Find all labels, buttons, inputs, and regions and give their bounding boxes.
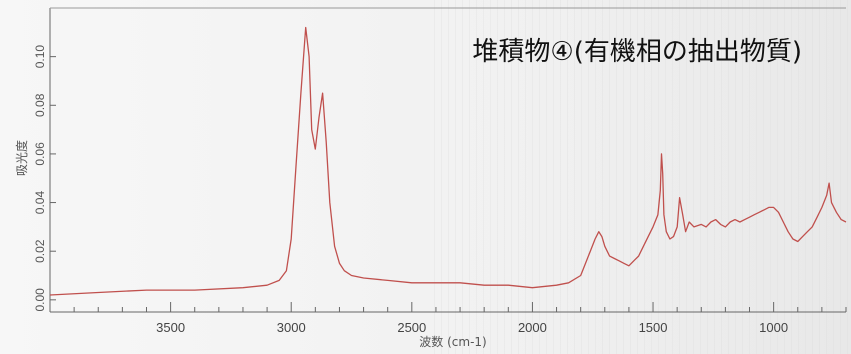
x-axis-label: 波数 (cm-1): [419, 334, 486, 349]
x-tick-label: 2000: [518, 320, 547, 335]
moire-texture: [430, 0, 851, 354]
y-axis-ticks: 0.00 0.02 0.04 0.06 0.08 0.10: [33, 45, 56, 312]
x-tick-label: 1500: [639, 320, 668, 335]
x-tick-label: 3500: [156, 320, 185, 335]
spectrum-line: [49, 26, 847, 296]
y-tick-label: 0.10: [33, 45, 47, 69]
x-axis-ticks: 3500 3000 2500 2000 1500 1000: [73, 302, 847, 335]
x-tick-label: 1000: [759, 320, 788, 335]
y-tick-label: 0.00: [33, 288, 47, 312]
series-group: [49, 26, 847, 296]
y-axis-label: 吸光度: [14, 140, 29, 176]
y-tick-label: 0.02: [33, 239, 47, 263]
x-tick-label: 3000: [277, 320, 306, 335]
y-tick-label: 0.08: [33, 93, 47, 117]
x-tick-label: 2500: [397, 320, 426, 335]
y-tick-label: 0.06: [33, 142, 47, 166]
plot-frame: [49, 7, 846, 313]
chart-title: 堆積物④(有機相の抽出物質): [472, 37, 802, 67]
y-tick-label: 0.04: [33, 191, 47, 215]
